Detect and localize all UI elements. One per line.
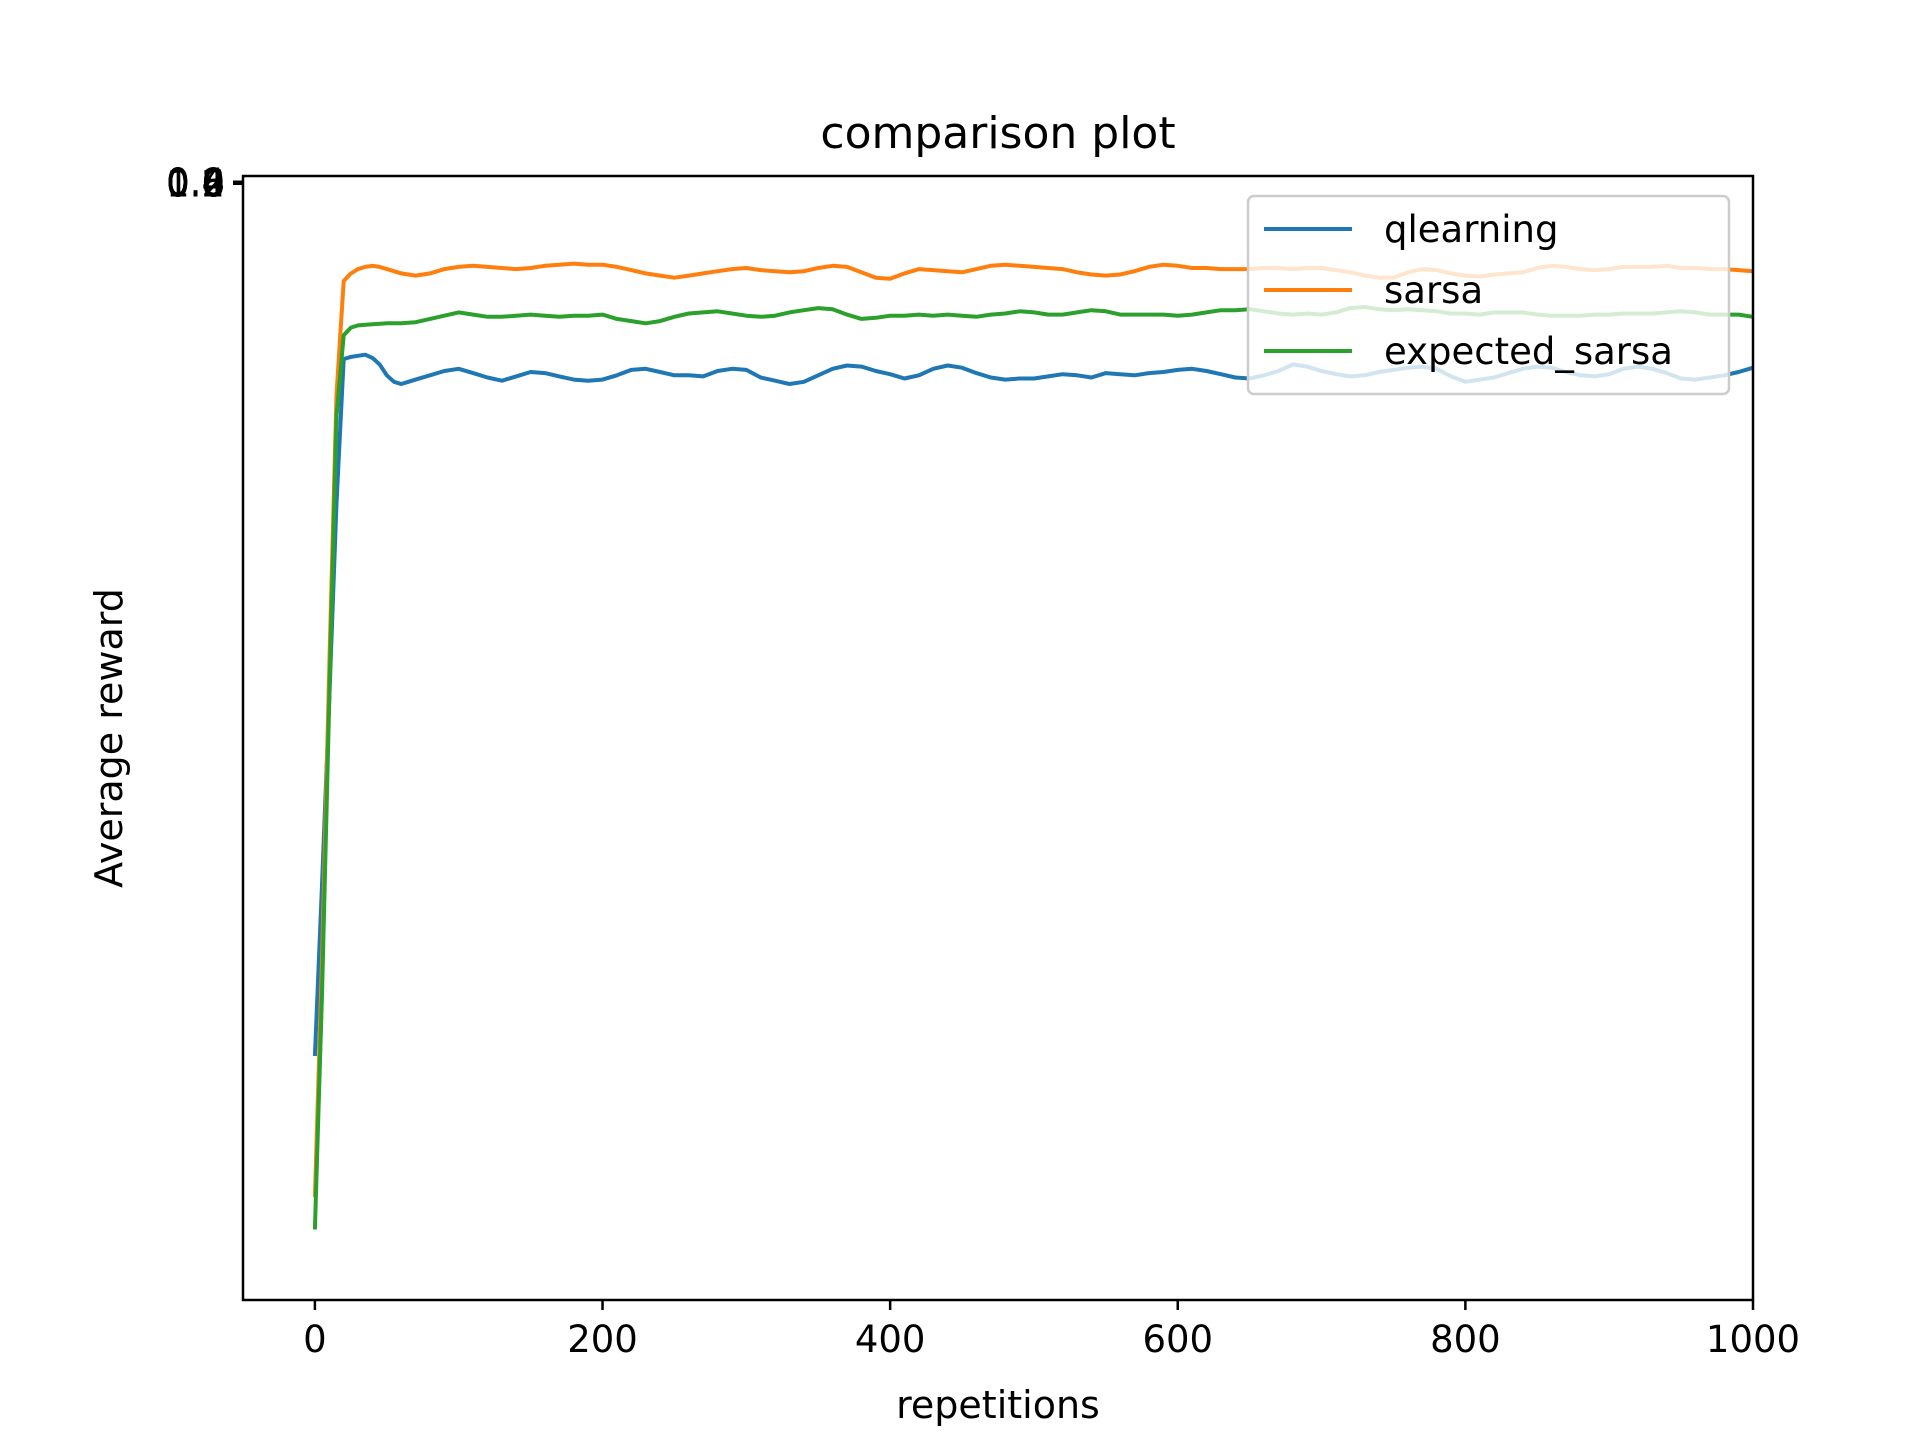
legend-box [1246, 194, 1731, 396]
legend-label-expected-sarsa: expected_sarsa [1384, 330, 1673, 373]
x-tick-label: 1000 [1706, 1318, 1800, 1361]
x-tick-label: 200 [567, 1318, 638, 1361]
chart-title: comparison plot [820, 108, 1175, 159]
y-axis-ticks: 0.00.20.40.60.81.0 [166, 161, 243, 206]
x-tick-label: 400 [855, 1318, 926, 1361]
x-axis-ticks: 0 200 400 600 800 1000 [303, 1300, 1800, 1361]
legend-label-sarsa: sarsa [1384, 269, 1483, 312]
legend-label-qlearning: qlearning [1384, 208, 1558, 251]
y-tick-label: 0.4 [166, 161, 225, 204]
x-tick-label: 800 [1430, 1318, 1501, 1361]
x-tick-label: 0 [303, 1318, 327, 1361]
y-axis-label: Average reward [87, 588, 131, 888]
y-tick-label: 1.0 [166, 163, 225, 206]
axes-frame [241, 174, 1755, 1302]
y-tick-label: 0.2 [166, 163, 225, 206]
legend: qlearning sarsa expected_sarsa [1246, 194, 1731, 396]
legend-entries: qlearning sarsa expected_sarsa [1264, 208, 1673, 373]
y-tick-label: 0.0 [166, 161, 225, 204]
x-axis-label: repetitions [896, 1383, 1100, 1427]
x-tick-label: 600 [1142, 1318, 1213, 1361]
y-tick-label: 0.8 [166, 161, 225, 204]
y-tick-label: 0.6 [166, 163, 225, 206]
